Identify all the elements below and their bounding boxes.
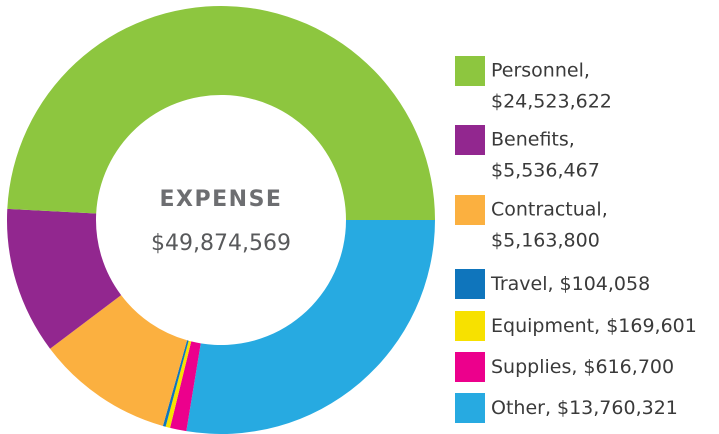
legend-entry: Travel, $104,058 <box>490 273 650 295</box>
center-title: EXPENSE <box>160 187 283 212</box>
legend-label: Supplies, <box>491 356 577 378</box>
center-value: $49,874,569 <box>151 231 291 256</box>
legend-entry: Supplies, $616,700 <box>491 356 674 378</box>
legend-swatch <box>455 352 485 382</box>
donut-slice <box>165 340 192 428</box>
legend-value: $616,700 <box>583 356 674 378</box>
donut-slice <box>170 341 201 432</box>
donut-slice <box>162 340 189 427</box>
legend-value: $5,163,800 <box>491 230 600 252</box>
legend-label: Other, <box>491 397 551 419</box>
donut-slice <box>7 6 435 220</box>
legend-swatch <box>455 56 485 86</box>
legend-value: $169,601 <box>606 315 697 337</box>
legend-swatch <box>455 393 485 423</box>
legend-label: Equipment, <box>491 315 600 337</box>
legend-value: $13,760,321 <box>557 397 678 419</box>
legend-swatch <box>455 269 485 299</box>
legend-label: Travel, <box>490 273 554 295</box>
legend-label: Personnel, <box>491 60 590 82</box>
donut-slice <box>50 295 188 426</box>
legend-swatch <box>455 195 485 225</box>
legend-swatch <box>455 125 485 155</box>
legend-value: $24,523,622 <box>491 91 612 113</box>
donut-slice <box>6 208 122 349</box>
legend-label: Benefits, <box>491 129 575 151</box>
donut-slice <box>186 220 435 434</box>
legend-label: Contractual, <box>491 199 608 221</box>
legend-entry: Equipment, $169,601 <box>491 315 697 337</box>
legend-entry: Other, $13,760,321 <box>491 397 678 419</box>
legend-value: $104,058 <box>560 273 651 295</box>
legend-swatch <box>455 311 485 341</box>
legend-value: $5,536,467 <box>491 160 600 182</box>
